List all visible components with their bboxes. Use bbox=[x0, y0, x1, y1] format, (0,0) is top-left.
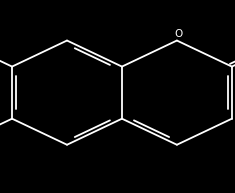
Text: O: O bbox=[174, 29, 182, 39]
